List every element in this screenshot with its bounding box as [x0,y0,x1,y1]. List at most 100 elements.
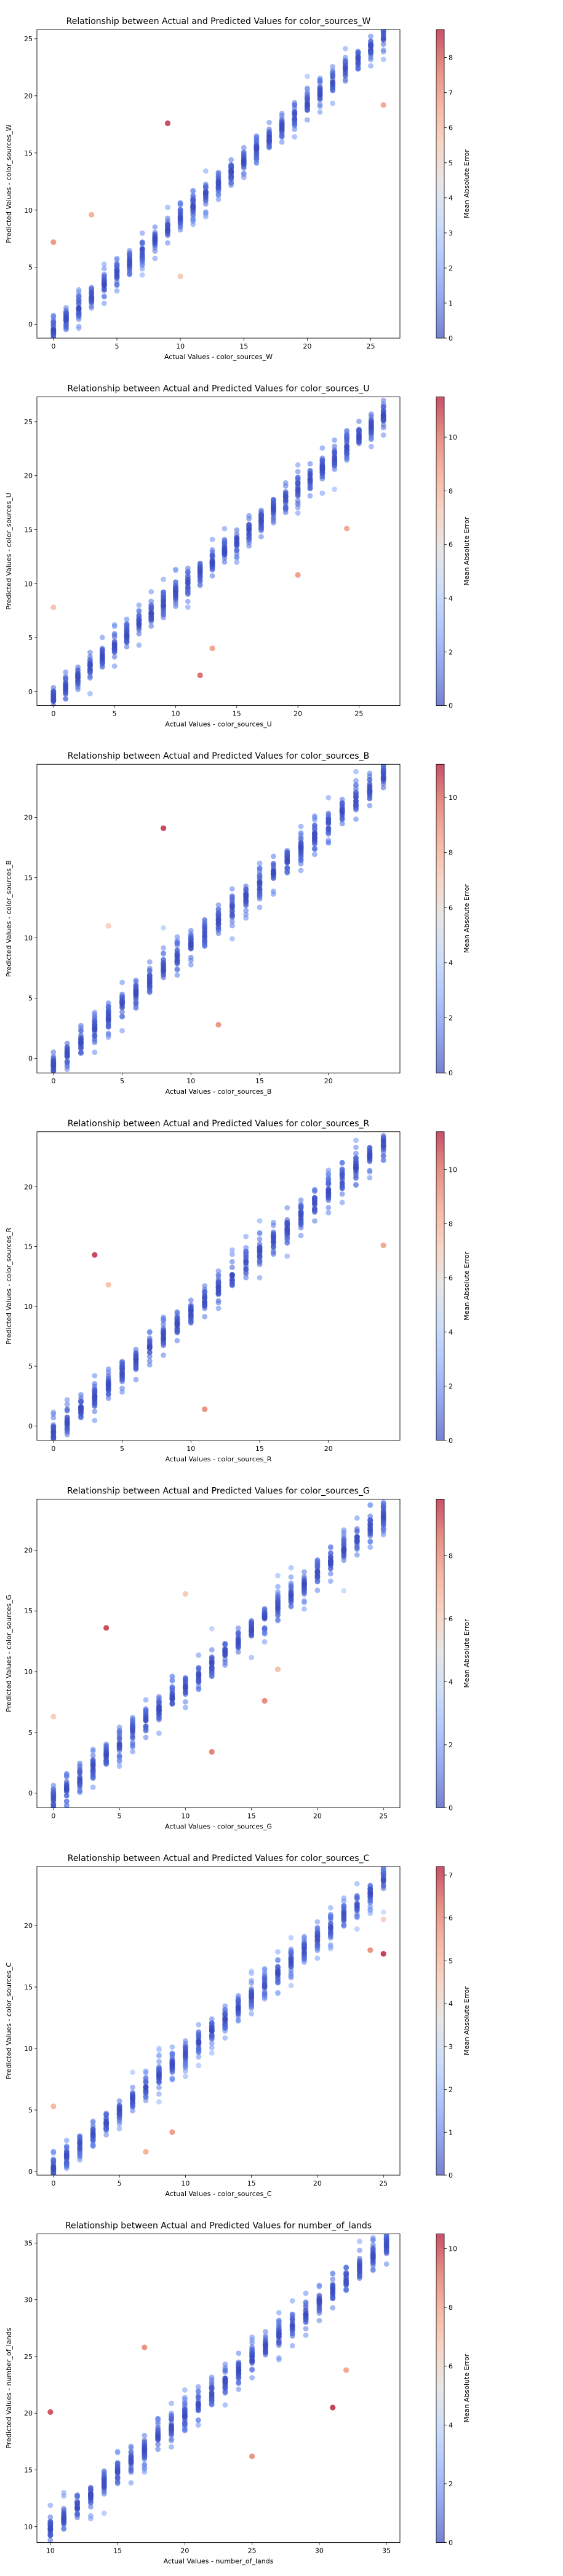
data-point [174,966,180,972]
data-point [354,1881,360,1887]
data-point [353,778,359,784]
data-point [119,1013,125,1019]
outlier-point [143,2149,149,2155]
x-tick-label: 5 [120,1445,124,1453]
colorbar-tick-label: 2 [449,2086,453,2094]
data-point [195,2422,201,2428]
colorbar-tick-label: 4 [449,1329,453,1337]
data-point [119,1009,125,1015]
x-tick-label: 20 [313,2179,322,2187]
data-point [357,2238,362,2245]
data-point [169,2044,175,2050]
data-point [209,2016,215,2022]
data-point [344,443,349,449]
data-point [222,2402,228,2408]
data-point [87,690,93,697]
data-point [275,1970,281,1976]
y-tick-label: 5 [28,2106,33,2114]
data-point [174,942,180,948]
data-point [156,2053,162,2059]
data-point [249,1627,255,1634]
data-point [353,1150,359,1156]
data-point [236,2387,242,2392]
y-tick-label: 0 [28,321,33,329]
data-point [339,1199,345,1206]
y-tick-label: 20 [24,1546,33,1554]
data-point [78,1406,84,1412]
data-point [63,684,69,690]
data-point [241,144,247,151]
data-point [298,823,304,829]
y-tick-label: 15 [24,1243,33,1251]
data-point [279,139,285,145]
x-tick-label: 10 [181,1812,190,1820]
data-point [325,837,332,844]
colorbar-tick-label: 4 [449,194,453,202]
outlier-point [161,825,167,831]
data-point [354,1515,360,1521]
colorbar [436,1498,445,1808]
data-point [161,577,167,582]
data-point [292,134,298,140]
data-point [63,1773,70,1779]
data-point [367,1890,373,1896]
data-point [209,1626,215,1632]
data-point [177,202,183,208]
data-point [229,936,235,942]
x-tick-label: 15 [233,710,241,718]
data-point [319,464,325,470]
data-point [47,2537,54,2543]
data-point [111,663,118,669]
data-point [243,907,249,914]
x-axis-label: Actual Values - color_sources_R [166,1455,272,1463]
chart-title: Relationship between Actual and Predicte… [65,2221,372,2231]
outlier-point [182,1590,188,1597]
data-point [64,1408,70,1414]
data-point [275,1584,281,1590]
chart-panel-5: Relationship between Actual and Predicte… [5,1854,471,2198]
data-point [90,2141,96,2147]
data-point [156,2047,162,2053]
data-point [270,507,276,512]
data-point [114,279,120,285]
data-point [353,798,359,804]
data-point [136,631,142,637]
data-point [246,528,252,534]
data-point [182,1699,188,1705]
data-point [325,1210,332,1215]
data-point [146,1345,153,1351]
data-point [301,1598,307,1604]
data-point [319,490,325,496]
data-point [196,1652,202,1658]
data-point [90,1748,96,1754]
x-tick-label: 25 [367,342,375,350]
data-point [63,316,69,322]
chart-panel-0: Relationship between Actual and Predicte… [5,17,471,361]
chart-title: Relationship between Actual and Predicte… [66,17,371,26]
data-point [234,527,240,533]
y-tick-label: 20 [24,813,33,821]
data-point [188,962,194,968]
data-point [257,1231,263,1236]
outlier-point [367,1947,373,1953]
x-tick-label: 15 [247,1812,256,1820]
y-axis-label: Predicted Values - color_sources_G [5,1595,13,1712]
data-point [380,1157,386,1163]
colorbar-label: Mean Absolute Error [463,1619,471,1688]
data-point [295,462,301,468]
data-point [332,437,338,443]
x-tick-label: 5 [118,2179,122,2187]
data-point [202,1299,208,1305]
data-point [368,443,374,449]
data-point [235,1638,241,1644]
data-point [354,1901,360,1907]
data-point [357,2247,362,2253]
colorbar-tick-label: 7 [449,1871,453,1879]
data-point [353,1165,359,1171]
data-point [76,305,82,310]
x-tick-label: 0 [51,1812,55,1820]
data-point [262,1981,268,1988]
data-point [257,1218,263,1224]
data-point [161,966,167,973]
chart-panel-6: Relationship between Actual and Predicte… [5,2221,471,2566]
